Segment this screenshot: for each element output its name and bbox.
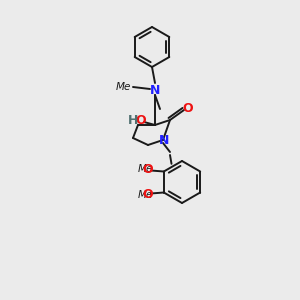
Text: Me: Me (138, 190, 153, 200)
Text: Me: Me (138, 164, 153, 175)
Text: Me: Me (116, 82, 131, 92)
Text: O: O (136, 113, 146, 127)
Text: H: H (128, 113, 138, 127)
Text: O: O (142, 163, 153, 176)
Text: O: O (183, 103, 193, 116)
Text: N: N (150, 83, 160, 97)
Text: N: N (159, 134, 169, 148)
Text: O: O (142, 188, 153, 201)
